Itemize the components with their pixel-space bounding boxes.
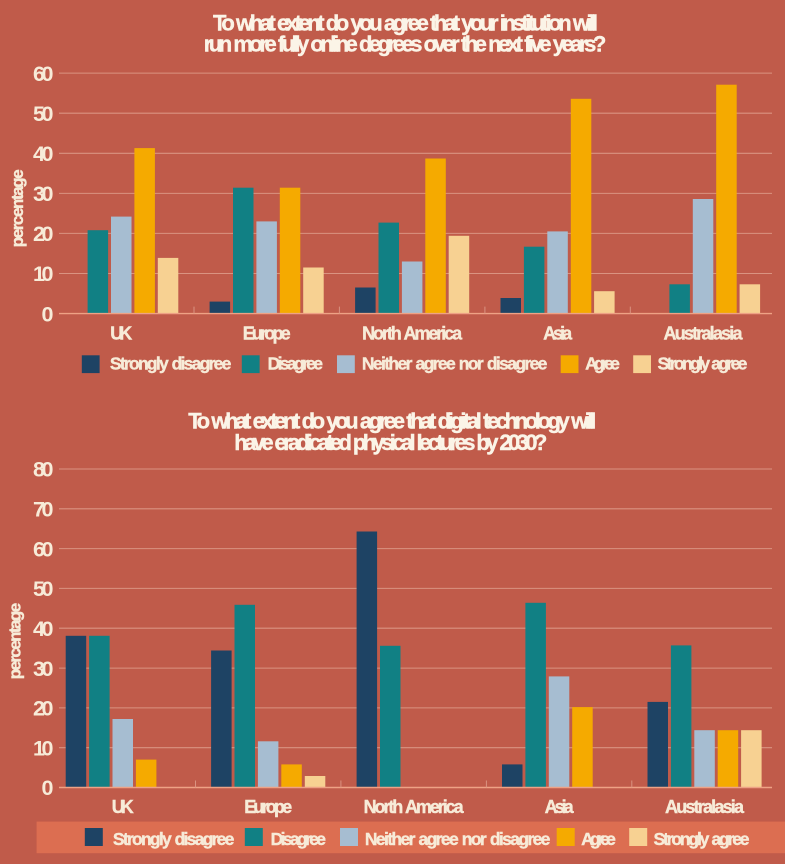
svg-text:0: 0	[42, 776, 54, 800]
svg-text:UK: UK	[110, 323, 132, 343]
svg-text:40: 40	[33, 142, 54, 166]
svg-text:North America: North America	[362, 323, 463, 343]
svg-text:run more fully online degrees: run more fully online degrees over the n…	[204, 32, 607, 57]
svg-text:Strongly agree: Strongly agree	[658, 353, 748, 373]
svg-text:60: 60	[33, 62, 54, 86]
svg-text:30: 30	[33, 182, 54, 206]
svg-text:70: 70	[33, 498, 54, 522]
svg-text:Agree: Agree	[585, 353, 620, 373]
svg-text:Strongly disagree: Strongly disagree	[110, 353, 232, 373]
svg-text:20: 20	[33, 222, 54, 246]
svg-text:To what extent do you agree th: To what extent do you agree that your in…	[213, 11, 598, 36]
svg-text:Strongly disagree: Strongly disagree	[113, 829, 235, 849]
svg-text:To what extent do you agree th: To what extent do you agree that digital…	[188, 409, 596, 434]
svg-text:60: 60	[33, 537, 54, 561]
svg-text:10: 10	[33, 262, 54, 286]
svg-text:20: 20	[33, 697, 54, 721]
svg-text:percentage: percentage	[6, 603, 25, 680]
svg-text:Europe: Europe	[243, 323, 291, 343]
svg-text:Neither agree nor disagree: Neither agree nor disagree	[362, 353, 548, 373]
svg-text:Disagree: Disagree	[268, 353, 324, 373]
svg-text:Disagree: Disagree	[271, 829, 327, 849]
svg-text:Strongly agree: Strongly agree	[654, 829, 750, 849]
svg-text:Europe: Europe	[244, 797, 292, 817]
svg-text:percentage: percentage	[8, 169, 27, 247]
svg-text:50: 50	[33, 102, 54, 126]
svg-text:Neither agree nor disagree: Neither agree nor disagree	[365, 829, 551, 849]
svg-text:0: 0	[42, 302, 54, 326]
svg-text:30: 30	[33, 657, 54, 681]
svg-text:80: 80	[33, 458, 54, 482]
svg-text:Agree: Agree	[581, 829, 616, 849]
svg-text:50: 50	[33, 577, 54, 601]
svg-text:have eradicated physical lectu: have eradicated physical lectures by 203…	[234, 430, 547, 455]
svg-text:UK: UK	[112, 797, 134, 817]
svg-text:Asia: Asia	[543, 323, 573, 343]
svg-text:Australasia: Australasia	[664, 323, 744, 343]
svg-text:40: 40	[33, 617, 54, 641]
svg-text:Australasia: Australasia	[665, 797, 745, 817]
svg-text:North America: North America	[364, 797, 465, 817]
svg-text:Asia: Asia	[545, 797, 575, 817]
svg-text:10: 10	[33, 736, 54, 760]
